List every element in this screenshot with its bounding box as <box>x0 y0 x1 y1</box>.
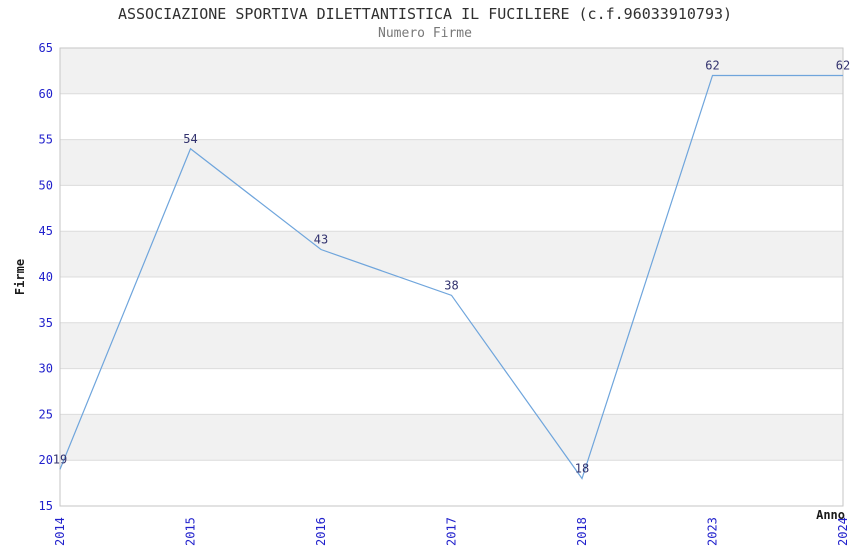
chart-title: ASSOCIAZIONE SPORTIVA DILETTANTISTICA IL… <box>117 5 733 23</box>
y-tick-label: 50 <box>39 178 53 192</box>
x-tick-label: 2018 <box>575 517 589 546</box>
plot-band <box>60 48 843 94</box>
chart-subtitle: Numero Firme <box>378 26 472 41</box>
x-tick-label: 2014 <box>53 517 67 546</box>
x-tick-label: 2023 <box>706 517 720 546</box>
x-tick-label: 2017 <box>445 517 459 546</box>
y-tick-label: 45 <box>39 224 53 238</box>
data-label: 43 <box>314 233 328 247</box>
x-tick-label: 2015 <box>184 517 198 546</box>
y-tick-label: 15 <box>39 499 53 513</box>
data-label: 62 <box>836 58 850 72</box>
y-tick-label: 55 <box>39 133 53 147</box>
plot-band <box>60 139 843 186</box>
x-tick-label: 2016 <box>314 517 328 546</box>
data-label: 62 <box>705 58 719 72</box>
x-axis-ticks: 2014 2015 2016 2017 2018 2023 2024 <box>53 517 850 546</box>
plot-bands <box>60 48 843 461</box>
data-label: 38 <box>444 278 458 292</box>
plot-band <box>60 414 843 461</box>
y-tick-label: 65 <box>39 41 53 55</box>
plot-band <box>60 322 843 369</box>
data-label: 18 <box>575 462 589 476</box>
y-axis-title: Firme <box>13 259 27 295</box>
x-tick-label: 2024 <box>836 517 850 546</box>
data-line <box>59 74 843 480</box>
data-label: 54 <box>183 132 197 146</box>
y-tick-label: 30 <box>39 362 53 376</box>
y-tick-label: 35 <box>39 316 53 330</box>
data-label: 19 <box>53 452 67 466</box>
plot-border <box>59 47 844 507</box>
plot-band <box>60 231 843 277</box>
y-tick-label: 25 <box>39 407 53 421</box>
x-axis-title: Anno <box>816 508 845 522</box>
y-axis-ticks: 15 20 25 30 35 40 45 50 55 60 65 <box>39 41 53 513</box>
y-tick-label: 40 <box>39 270 53 284</box>
data-labels: 19 54 43 38 18 62 62 <box>53 58 850 475</box>
y-tick-label: 20 <box>39 453 53 467</box>
y-tick-label: 60 <box>39 87 53 101</box>
